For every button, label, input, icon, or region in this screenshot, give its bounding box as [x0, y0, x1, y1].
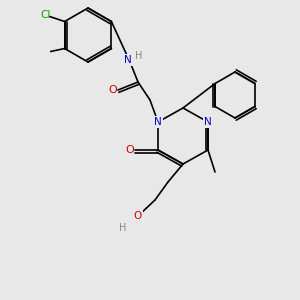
Text: H: H — [119, 223, 127, 233]
Text: H: H — [135, 51, 143, 61]
Text: O: O — [126, 145, 134, 155]
Text: N: N — [154, 117, 162, 127]
Text: N: N — [204, 117, 212, 127]
Text: O: O — [134, 211, 142, 221]
Text: O: O — [109, 85, 117, 95]
Text: N: N — [124, 55, 132, 65]
Text: Cl: Cl — [40, 11, 51, 20]
